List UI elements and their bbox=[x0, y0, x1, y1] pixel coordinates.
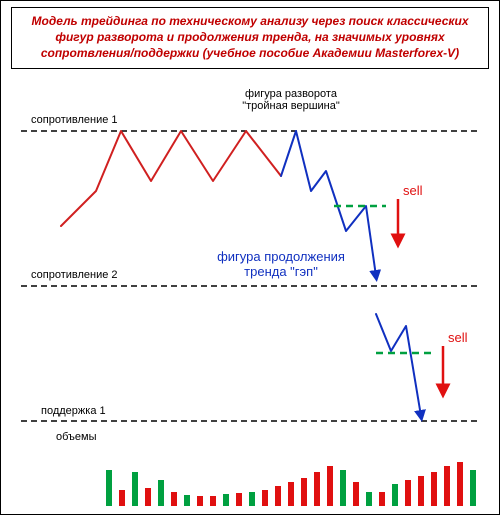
blue-price-line-1 bbox=[281, 131, 366, 231]
red-price-line bbox=[61, 131, 281, 226]
volumes-label: объемы bbox=[56, 431, 97, 443]
resistance-2-label: сопротивление 2 bbox=[31, 269, 118, 281]
volume-bar bbox=[171, 492, 177, 506]
volume-bar bbox=[288, 482, 294, 506]
continuation-l2: тренда "гэп" bbox=[196, 264, 366, 279]
volume-bar bbox=[405, 480, 411, 506]
title-line-2: фигур разворота и продолжения тренда, на… bbox=[20, 29, 480, 45]
volume-bar bbox=[418, 476, 424, 506]
volume-bar bbox=[470, 470, 476, 506]
volume-bar bbox=[392, 484, 398, 506]
volume-bar bbox=[119, 490, 125, 506]
volume-bar bbox=[340, 470, 346, 506]
volume-bar bbox=[145, 488, 151, 506]
volume-bar bbox=[210, 496, 216, 506]
title-line-1: Модель трейдинга по техническому анализу… bbox=[20, 13, 480, 29]
volume-bar bbox=[366, 492, 372, 506]
chart-svg bbox=[1, 71, 500, 515]
continuation-label: фигура продолжения тренда "гэп" bbox=[196, 249, 366, 279]
volume-bar bbox=[327, 466, 333, 506]
volume-bar bbox=[301, 478, 307, 506]
volume-bar bbox=[184, 495, 190, 506]
volume-bar bbox=[379, 492, 385, 506]
volume-bar bbox=[275, 486, 281, 506]
sell-label-2: sell bbox=[448, 330, 468, 345]
sell-label-1: sell bbox=[403, 183, 423, 198]
resistance-1-label: сопротивление 1 bbox=[31, 114, 118, 126]
volume-bar bbox=[431, 472, 437, 506]
volume-bar bbox=[223, 494, 229, 506]
title-box: Модель трейдинга по техническому анализу… bbox=[11, 7, 489, 69]
chart-frame: Модель трейдинга по техническому анализу… bbox=[0, 0, 500, 515]
title-line-3: сопротвления/поддержки (учебное пособие … bbox=[20, 45, 480, 61]
reversal-pattern-label: фигура разворота "тройная вершина" bbox=[211, 88, 371, 112]
continuation-l1: фигура продолжения bbox=[196, 249, 366, 264]
volume-bar bbox=[314, 472, 320, 506]
reversal-l1: фигура разворота bbox=[211, 88, 371, 100]
support-1-label: поддержка 1 bbox=[41, 405, 106, 417]
volume-bar bbox=[132, 472, 138, 506]
volume-bar bbox=[236, 493, 242, 506]
volume-bar bbox=[444, 466, 450, 506]
volume-bar bbox=[262, 490, 268, 506]
volume-bar bbox=[249, 492, 255, 506]
blue-gap-arrow-2 bbox=[406, 326, 421, 416]
volume-bar bbox=[457, 462, 463, 506]
volume-bar bbox=[197, 496, 203, 506]
blue-price-line-2 bbox=[376, 314, 406, 351]
blue-gap-arrow-1 bbox=[366, 206, 376, 276]
chart-area: сопротивление 1 фигура разворота "тройна… bbox=[1, 71, 500, 515]
volume-bar bbox=[106, 470, 112, 506]
reversal-l2: "тройная вершина" bbox=[211, 100, 371, 112]
volume-bar bbox=[158, 480, 164, 506]
volume-bar bbox=[353, 482, 359, 506]
